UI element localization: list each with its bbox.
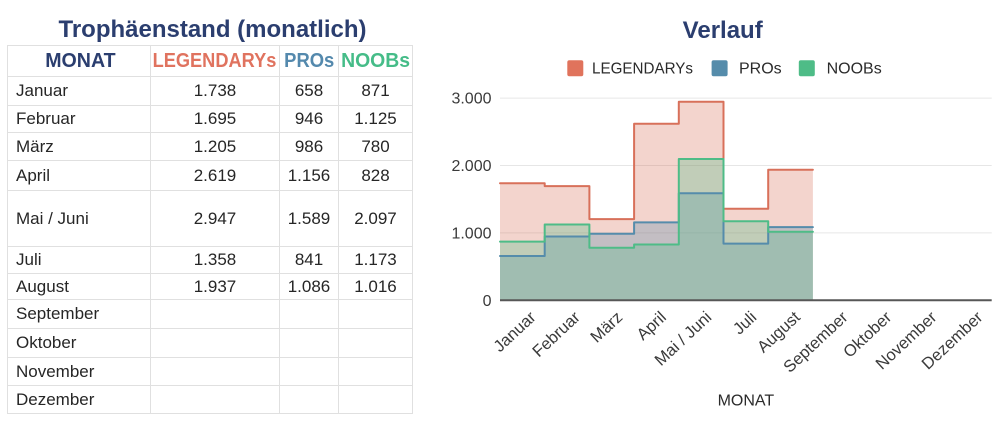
svg-text:3.000: 3.000 [451,91,491,108]
svg-text:Verlauf: Verlauf [683,17,764,44]
svg-text:Juli: Juli [730,308,760,338]
svg-text:PROs: PROs [739,61,782,78]
svg-text:0: 0 [483,293,492,310]
svg-text:2.000: 2.000 [451,158,491,175]
svg-text:1.000: 1.000 [451,225,491,242]
svg-text:LEGENDARYs: LEGENDARYs [592,61,693,78]
svg-text:NOOBs: NOOBs [827,61,882,78]
svg-text:April: April [634,308,670,344]
svg-text:MONAT: MONAT [718,393,775,410]
svg-text:Februar: Februar [529,308,584,361]
svg-text:März: März [587,308,626,346]
